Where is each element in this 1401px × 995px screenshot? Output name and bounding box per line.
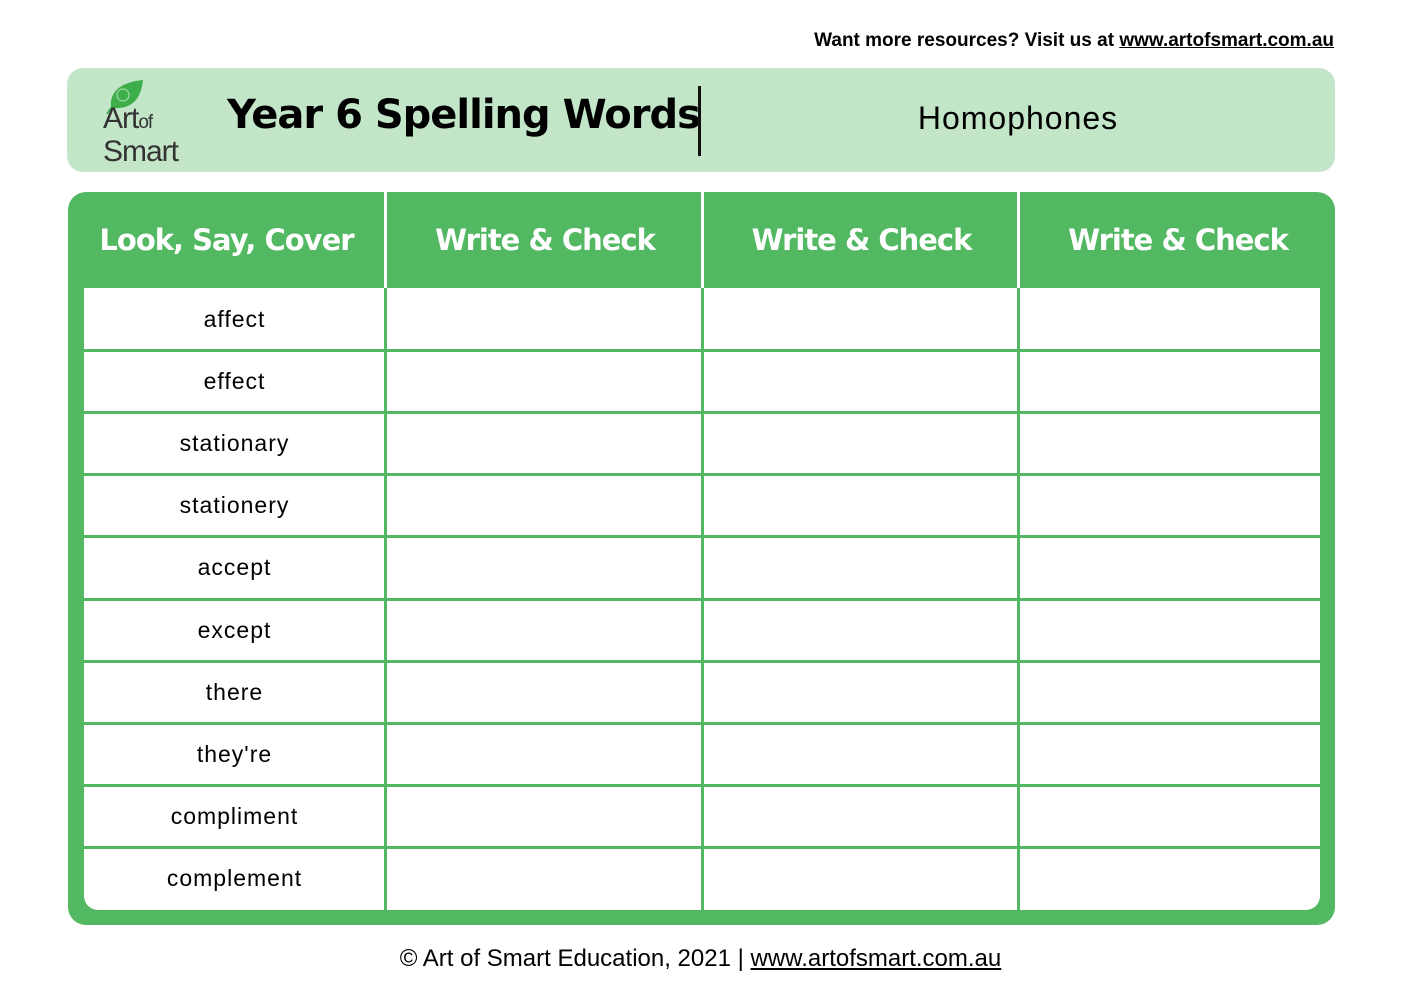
spelling-word: complement xyxy=(166,865,303,892)
top-website-link[interactable]: www.artofsmart.com.au xyxy=(1119,30,1334,51)
header-divider xyxy=(698,86,701,156)
footer-website-link[interactable]: www.artofsmart.com.au xyxy=(750,945,1002,972)
spelling-word: affect xyxy=(203,305,266,332)
table-body: affect effect stationary stationery accept ex… xyxy=(84,288,1320,910)
write-check-cell[interactable] xyxy=(1018,288,1320,350)
spelling-word: stationery xyxy=(179,492,290,519)
write-check-cell[interactable] xyxy=(1018,412,1320,474)
write-check-cell[interactable] xyxy=(702,848,1016,910)
table-row: compliment xyxy=(84,786,1320,848)
write-check-cell[interactable] xyxy=(1018,786,1320,848)
spelling-word: except xyxy=(197,616,272,643)
write-check-cell[interactable] xyxy=(386,848,700,910)
write-check-cell[interactable] xyxy=(386,412,700,474)
column-divider xyxy=(1017,288,1020,910)
write-check-cell[interactable] xyxy=(702,288,1016,350)
table-row: they're xyxy=(84,723,1320,785)
column-header: Look, Say, Cover xyxy=(99,222,354,257)
leaf-logo-icon xyxy=(106,80,143,115)
header-panel: Artof Smart Year 6 Spelling Words Homopho… xyxy=(67,68,1335,172)
column-divider xyxy=(701,288,704,910)
write-check-cell[interactable] xyxy=(386,350,700,412)
write-check-cell[interactable] xyxy=(1018,848,1320,910)
spelling-word: effect xyxy=(203,367,266,394)
write-check-cell[interactable] xyxy=(702,599,1016,661)
column-header: Write & Check xyxy=(435,222,656,257)
page-subtitle: Homophones xyxy=(917,100,1119,136)
write-check-cell[interactable] xyxy=(386,786,700,848)
write-check-cell[interactable] xyxy=(386,288,700,350)
spelling-word: stationary xyxy=(179,429,290,456)
write-check-cell[interactable] xyxy=(702,661,1016,723)
spelling-word: they're xyxy=(196,740,273,767)
write-check-cell[interactable] xyxy=(1018,475,1320,537)
top-banner-text: Want more resources? Visit us at xyxy=(814,30,1120,51)
table-row: accept xyxy=(84,537,1320,599)
write-check-cell[interactable] xyxy=(1018,599,1320,661)
write-check-cell[interactable] xyxy=(1018,661,1320,723)
spelling-word: there xyxy=(205,678,264,705)
write-check-cell[interactable] xyxy=(1018,723,1320,785)
write-check-cell[interactable] xyxy=(386,537,700,599)
spelling-word: compliment xyxy=(170,803,299,830)
top-banner: Want more resources? Visit us at www.art… xyxy=(814,30,1334,52)
table-row: except xyxy=(84,599,1320,661)
table-row: there xyxy=(84,661,1320,723)
spelling-word: accept xyxy=(197,554,272,581)
write-check-cell[interactable] xyxy=(702,786,1016,848)
write-check-cell[interactable] xyxy=(702,537,1016,599)
footer-text: © Art of Smart Education, 2021 | xyxy=(399,945,751,972)
column-header: Write & Check xyxy=(1068,222,1289,257)
write-check-cell[interactable] xyxy=(1018,350,1320,412)
write-check-cell[interactable] xyxy=(386,599,700,661)
column-divider xyxy=(384,288,387,910)
write-check-cell[interactable] xyxy=(702,412,1016,474)
logo-wordmark: Artof Smart xyxy=(103,102,179,168)
column-header: Write & Check xyxy=(751,222,973,257)
table-row: affect xyxy=(84,288,1320,350)
table-row: complement xyxy=(84,848,1320,910)
write-check-cell[interactable] xyxy=(386,475,700,537)
write-check-cell[interactable] xyxy=(386,661,700,723)
write-check-cell[interactable] xyxy=(386,723,700,785)
footer: © Art of Smart Education, 2021 | www.art… xyxy=(0,945,1401,973)
table-row: stationery xyxy=(84,475,1320,537)
spelling-table: Look, Say, Cover Write & Check Write & C… xyxy=(68,192,1335,925)
table-row: effect xyxy=(84,350,1320,412)
page-title: Year 6 Spelling Words xyxy=(227,92,701,138)
write-check-cell[interactable] xyxy=(1018,537,1320,599)
write-check-cell[interactable] xyxy=(702,350,1016,412)
write-check-cell[interactable] xyxy=(702,723,1016,785)
write-check-cell[interactable] xyxy=(702,475,1016,537)
table-row: stationary xyxy=(84,412,1320,474)
